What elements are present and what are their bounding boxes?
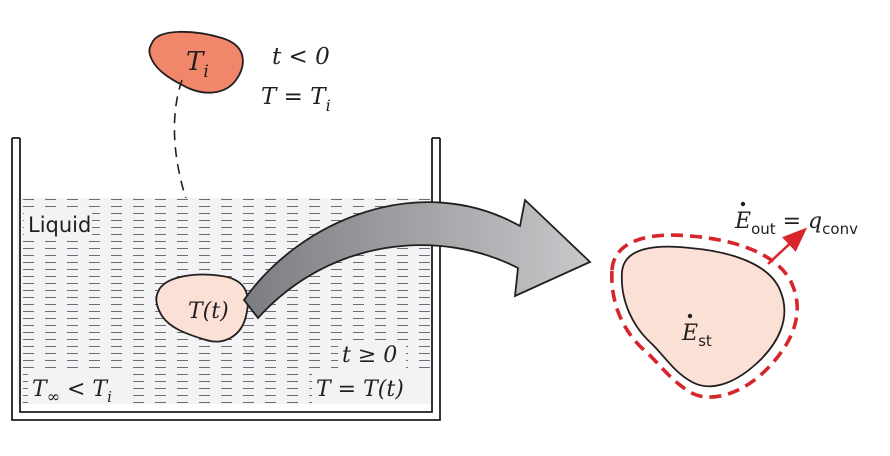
ambient-condition: T∞ < Ti [32, 377, 112, 406]
condition-T-eq-Ti: T = Ti [261, 84, 331, 115]
stored-energy-label: Est [681, 321, 712, 350]
energy-out-rate-dot [740, 201, 746, 207]
control-volume-body [620, 245, 786, 388]
control-volume-boundary [610, 233, 800, 399]
tank-wall [11, 138, 441, 421]
condition-t-lt-0: t < 0 [272, 44, 330, 70]
condition-T-eq-Tt: T = T(t) [316, 377, 404, 402]
transfer-arrow [242, 198, 592, 320]
energy-out-label: Eout = qconv [734, 209, 858, 238]
condition-t-ge-0: t ≥ 0 [342, 343, 397, 368]
immersed-temp-label: T(t) [188, 299, 229, 324]
liquid-label: Liquid [28, 213, 91, 237]
initial-temp-label: Ti [186, 47, 209, 82]
initial-solid-block [148, 30, 244, 94]
energy-out-arrow [767, 227, 808, 265]
immersed-solid-block [155, 273, 249, 343]
stored-energy-rate-dot [687, 313, 693, 319]
